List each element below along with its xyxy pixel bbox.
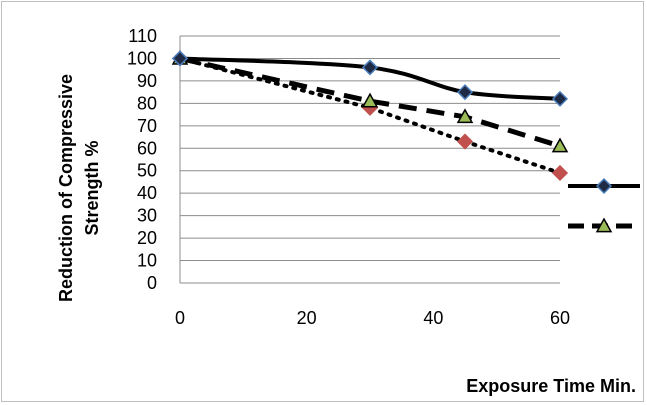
y-tick-label: 40 (137, 183, 157, 203)
y-tick-label: 110 (128, 26, 157, 46)
series-1-point (361, 59, 379, 76)
legend-marker-series-2 (595, 217, 613, 233)
series-3-line (178, 56, 562, 175)
series-layer (178, 56, 562, 175)
marker-layer (171, 49, 569, 182)
x-tick-labels: 0 20 40 60 (175, 308, 570, 328)
y-tick-label: 20 (137, 228, 157, 248)
x-tick-label: 20 (297, 308, 317, 328)
series-2-line (179, 56, 561, 149)
series-1-point (456, 84, 474, 101)
y-tick-label: 80 (137, 93, 157, 113)
y-tick-label: 30 (137, 206, 157, 226)
series-1-point (171, 50, 189, 67)
y-axis-label-line-1: Reduction of Compressive (56, 74, 76, 302)
y-tick-label: 60 (137, 138, 157, 158)
series-1-point (551, 90, 569, 107)
series-3-point (551, 164, 569, 182)
x-tick-label: 0 (175, 308, 185, 328)
y-tick-label: 70 (137, 116, 157, 136)
y-axis-label-line-2: Strength % (82, 140, 102, 235)
series-3-point (456, 133, 474, 150)
series-2-point (551, 137, 569, 153)
y-tick-label: 10 (137, 251, 157, 271)
legend-marker-series-1 (595, 177, 613, 195)
x-tick-label: 40 (423, 308, 443, 328)
y-tick-label: 0 (147, 273, 157, 293)
y-tick-label: 50 (137, 161, 157, 181)
x-tick-label: 60 (550, 308, 570, 328)
series-1-line (179, 56, 561, 101)
legend (568, 177, 640, 233)
y-tick-label: 90 (137, 71, 157, 91)
series-2-point (456, 108, 474, 124)
x-axis-label: Exposure Time Min. (466, 376, 636, 396)
series-2-point (361, 92, 379, 108)
y-tick-label: 100 (127, 48, 157, 68)
